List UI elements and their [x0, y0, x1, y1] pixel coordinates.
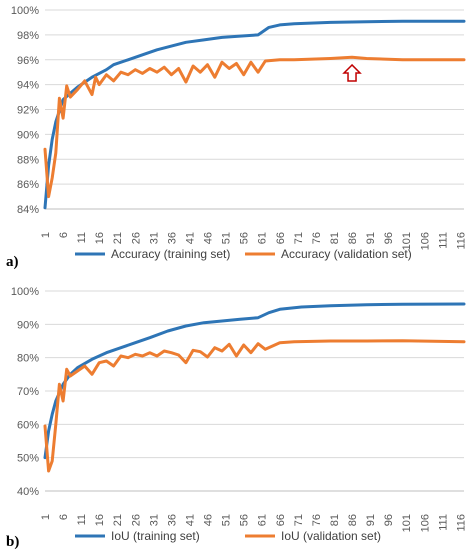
x-tick-label-a: 36: [166, 232, 178, 244]
y-tick-label-a: 92%: [17, 105, 39, 117]
series-line-a-validation: [43, 55, 466, 199]
x-tick-label-b: 101: [401, 514, 413, 532]
y-tick-label-b: 50%: [17, 453, 39, 465]
x-tick-label-a: 31: [148, 232, 160, 244]
x-tick-label-a: 116: [455, 232, 467, 250]
arrow-up-icon: [342, 63, 362, 82]
y-tick-label-a: 88%: [17, 154, 39, 166]
x-tick-label-a: 46: [203, 232, 215, 244]
panel-label: a): [6, 254, 19, 270]
x-tick-label-a: 61: [257, 232, 269, 244]
x-tick-label-b: 66: [275, 514, 287, 526]
x-tick-label-a: 76: [311, 232, 323, 244]
x-tick-label-b: 46: [203, 514, 215, 526]
y-tick-label-b: 100%: [11, 286, 39, 298]
y-tick-label-b: 60%: [17, 419, 39, 431]
x-tick-label-a: 81: [329, 232, 341, 244]
x-tick-label-b: 81: [329, 514, 341, 526]
legend-label: Accuracy (validation set): [281, 247, 412, 261]
x-tick-label-a: 56: [239, 232, 251, 244]
x-tick-label-a: 1: [40, 232, 52, 238]
x-tick-label-a: 6: [58, 232, 70, 238]
x-tick-label-b: 6: [58, 514, 70, 520]
x-tick-label-b: 41: [184, 514, 196, 526]
x-tick-label-b: 31: [148, 514, 160, 526]
x-tick-label-a: 111: [437, 232, 449, 249]
y-tick-label-a: 90%: [17, 129, 39, 141]
series-line-b-training: [43, 302, 466, 460]
x-tick-label-a: 71: [293, 232, 305, 244]
legend-label: IoU (training set): [111, 529, 200, 543]
y-tick-label-a: 86%: [17, 179, 39, 191]
x-tick-label-b: 116: [455, 514, 467, 532]
x-tick-label-b: 1: [40, 514, 52, 520]
y-tick-label-b: 70%: [17, 386, 39, 398]
panel-label: b): [6, 534, 19, 550]
legend-label: Accuracy (training set): [111, 247, 230, 261]
chart-panel-b: 40%50%60%70%80%90%100%1 6 11 16 21 26 31 36 41 46…: [6, 286, 467, 550]
x-tick-label-b: 71: [293, 514, 305, 526]
x-tick-label-b: 56: [239, 514, 251, 526]
x-tick-label-b: 51: [221, 514, 233, 526]
x-tick-label-b: 76: [311, 514, 323, 526]
legend-label: IoU (validation set): [281, 529, 381, 543]
x-tick-label-b: 21: [112, 514, 124, 526]
x-tick-label-b: 16: [94, 514, 106, 526]
series-line-b-validation: [43, 339, 466, 473]
x-tick-label-b: 26: [130, 514, 142, 526]
x-tick-label-b: 86: [347, 514, 359, 526]
y-tick-label-a: 98%: [17, 30, 39, 42]
y-tick-label-a: 94%: [17, 80, 39, 92]
chart-panel-a: 84%86%88%90%92%94%96%98%100%1 6 11 16 21 26 31…: [6, 5, 467, 270]
y-tick-label-b: 80%: [17, 353, 39, 365]
x-tick-label-a: 41: [184, 232, 196, 244]
x-tick-label-a: 16: [94, 232, 106, 244]
x-tick-label-a: 96: [383, 232, 395, 244]
x-tick-label-a: 51: [221, 232, 233, 244]
y-tick-label-a: 84%: [17, 204, 39, 216]
x-tick-label-b: 11: [76, 514, 88, 525]
x-tick-label-a: 91: [365, 232, 377, 244]
series-line-a-training: [43, 19, 466, 210]
x-tick-label-a: 101: [401, 232, 413, 250]
x-tick-label-b: 91: [365, 514, 377, 526]
x-tick-label-a: 106: [419, 232, 431, 250]
x-tick-label-a: 66: [275, 232, 287, 244]
x-tick-label-b: 111: [437, 514, 449, 531]
y-tick-label-a: 96%: [17, 55, 39, 67]
x-tick-label-b: 106: [419, 514, 431, 532]
y-tick-label-a: 100%: [11, 5, 39, 17]
x-tick-label-b: 96: [383, 514, 395, 526]
x-tick-label-a: 26: [130, 232, 142, 244]
x-tick-label-b: 36: [166, 514, 178, 526]
x-tick-label-a: 11: [76, 232, 88, 243]
x-tick-label-b: 61: [257, 514, 269, 526]
y-tick-label-b: 90%: [17, 319, 39, 331]
x-tick-label-a: 86: [347, 232, 359, 244]
x-tick-label-a: 21: [112, 232, 124, 244]
y-tick-label-b: 40%: [17, 486, 39, 498]
